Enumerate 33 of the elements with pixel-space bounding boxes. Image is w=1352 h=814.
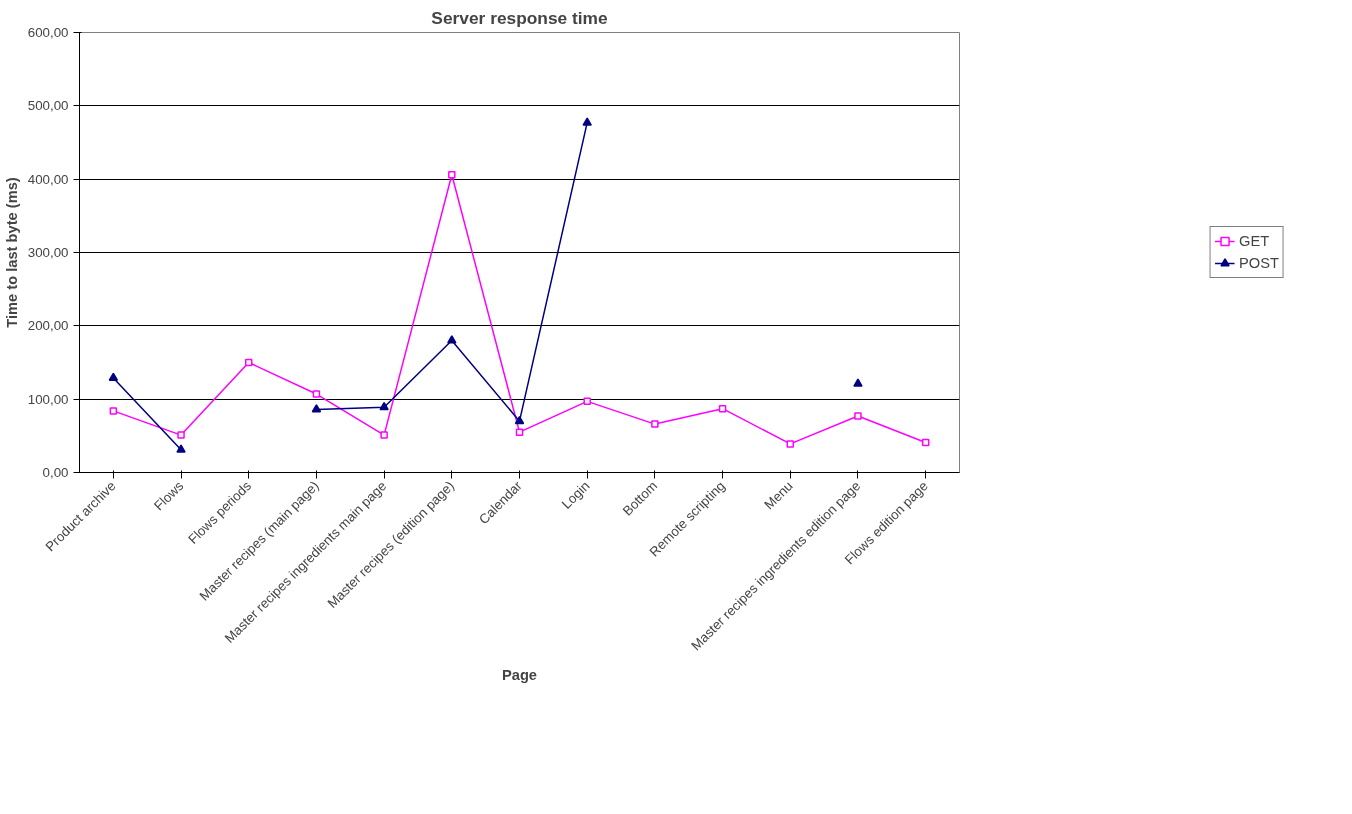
point: [853, 378, 863, 387]
y-tick-label: 100,00: [27, 391, 69, 407]
y-tick-label: 0,00: [42, 465, 69, 480]
y-tick-label: 400,00: [27, 171, 69, 187]
point: [583, 397, 591, 406]
point: [380, 431, 388, 439]
point: [515, 428, 524, 436]
point: [448, 171, 456, 179]
y-tick-label: 500,00: [27, 98, 69, 114]
point: [514, 415, 525, 425]
legend-label: POST: [1239, 255, 1279, 271]
point: [651, 420, 659, 428]
point: [176, 444, 186, 453]
point: [312, 390, 321, 398]
y-axis-title: Time to last byte (ms): [3, 177, 20, 328]
point: [311, 404, 322, 413]
point: [582, 117, 592, 126]
point: [921, 438, 930, 447]
y-tick-label: 200,00: [27, 318, 69, 334]
point: [244, 358, 253, 367]
x-axis-title: Page: [501, 666, 538, 683]
point: [177, 431, 185, 439]
point: [108, 372, 119, 381]
chart-title: Server response time: [431, 7, 608, 28]
point: [109, 407, 118, 415]
point: [447, 335, 457, 344]
point: [854, 412, 862, 420]
legend-label: GET: [1239, 233, 1270, 249]
point: [379, 401, 389, 411]
point: [786, 440, 795, 448]
y-tick-label: 600,00: [27, 25, 69, 40]
y-tick-label: 300,00: [27, 245, 69, 260]
point: [718, 404, 727, 413]
